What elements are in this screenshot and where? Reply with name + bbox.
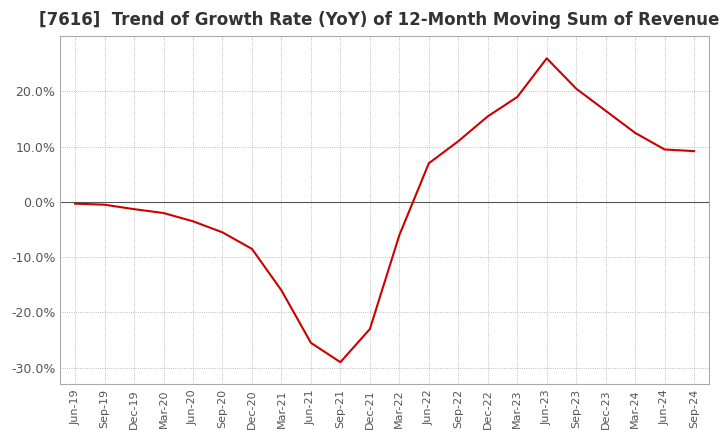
Title: [7616]  Trend of Growth Rate (YoY) of 12-Month Moving Sum of Revenues: [7616] Trend of Growth Rate (YoY) of 12-…	[40, 11, 720, 29]
